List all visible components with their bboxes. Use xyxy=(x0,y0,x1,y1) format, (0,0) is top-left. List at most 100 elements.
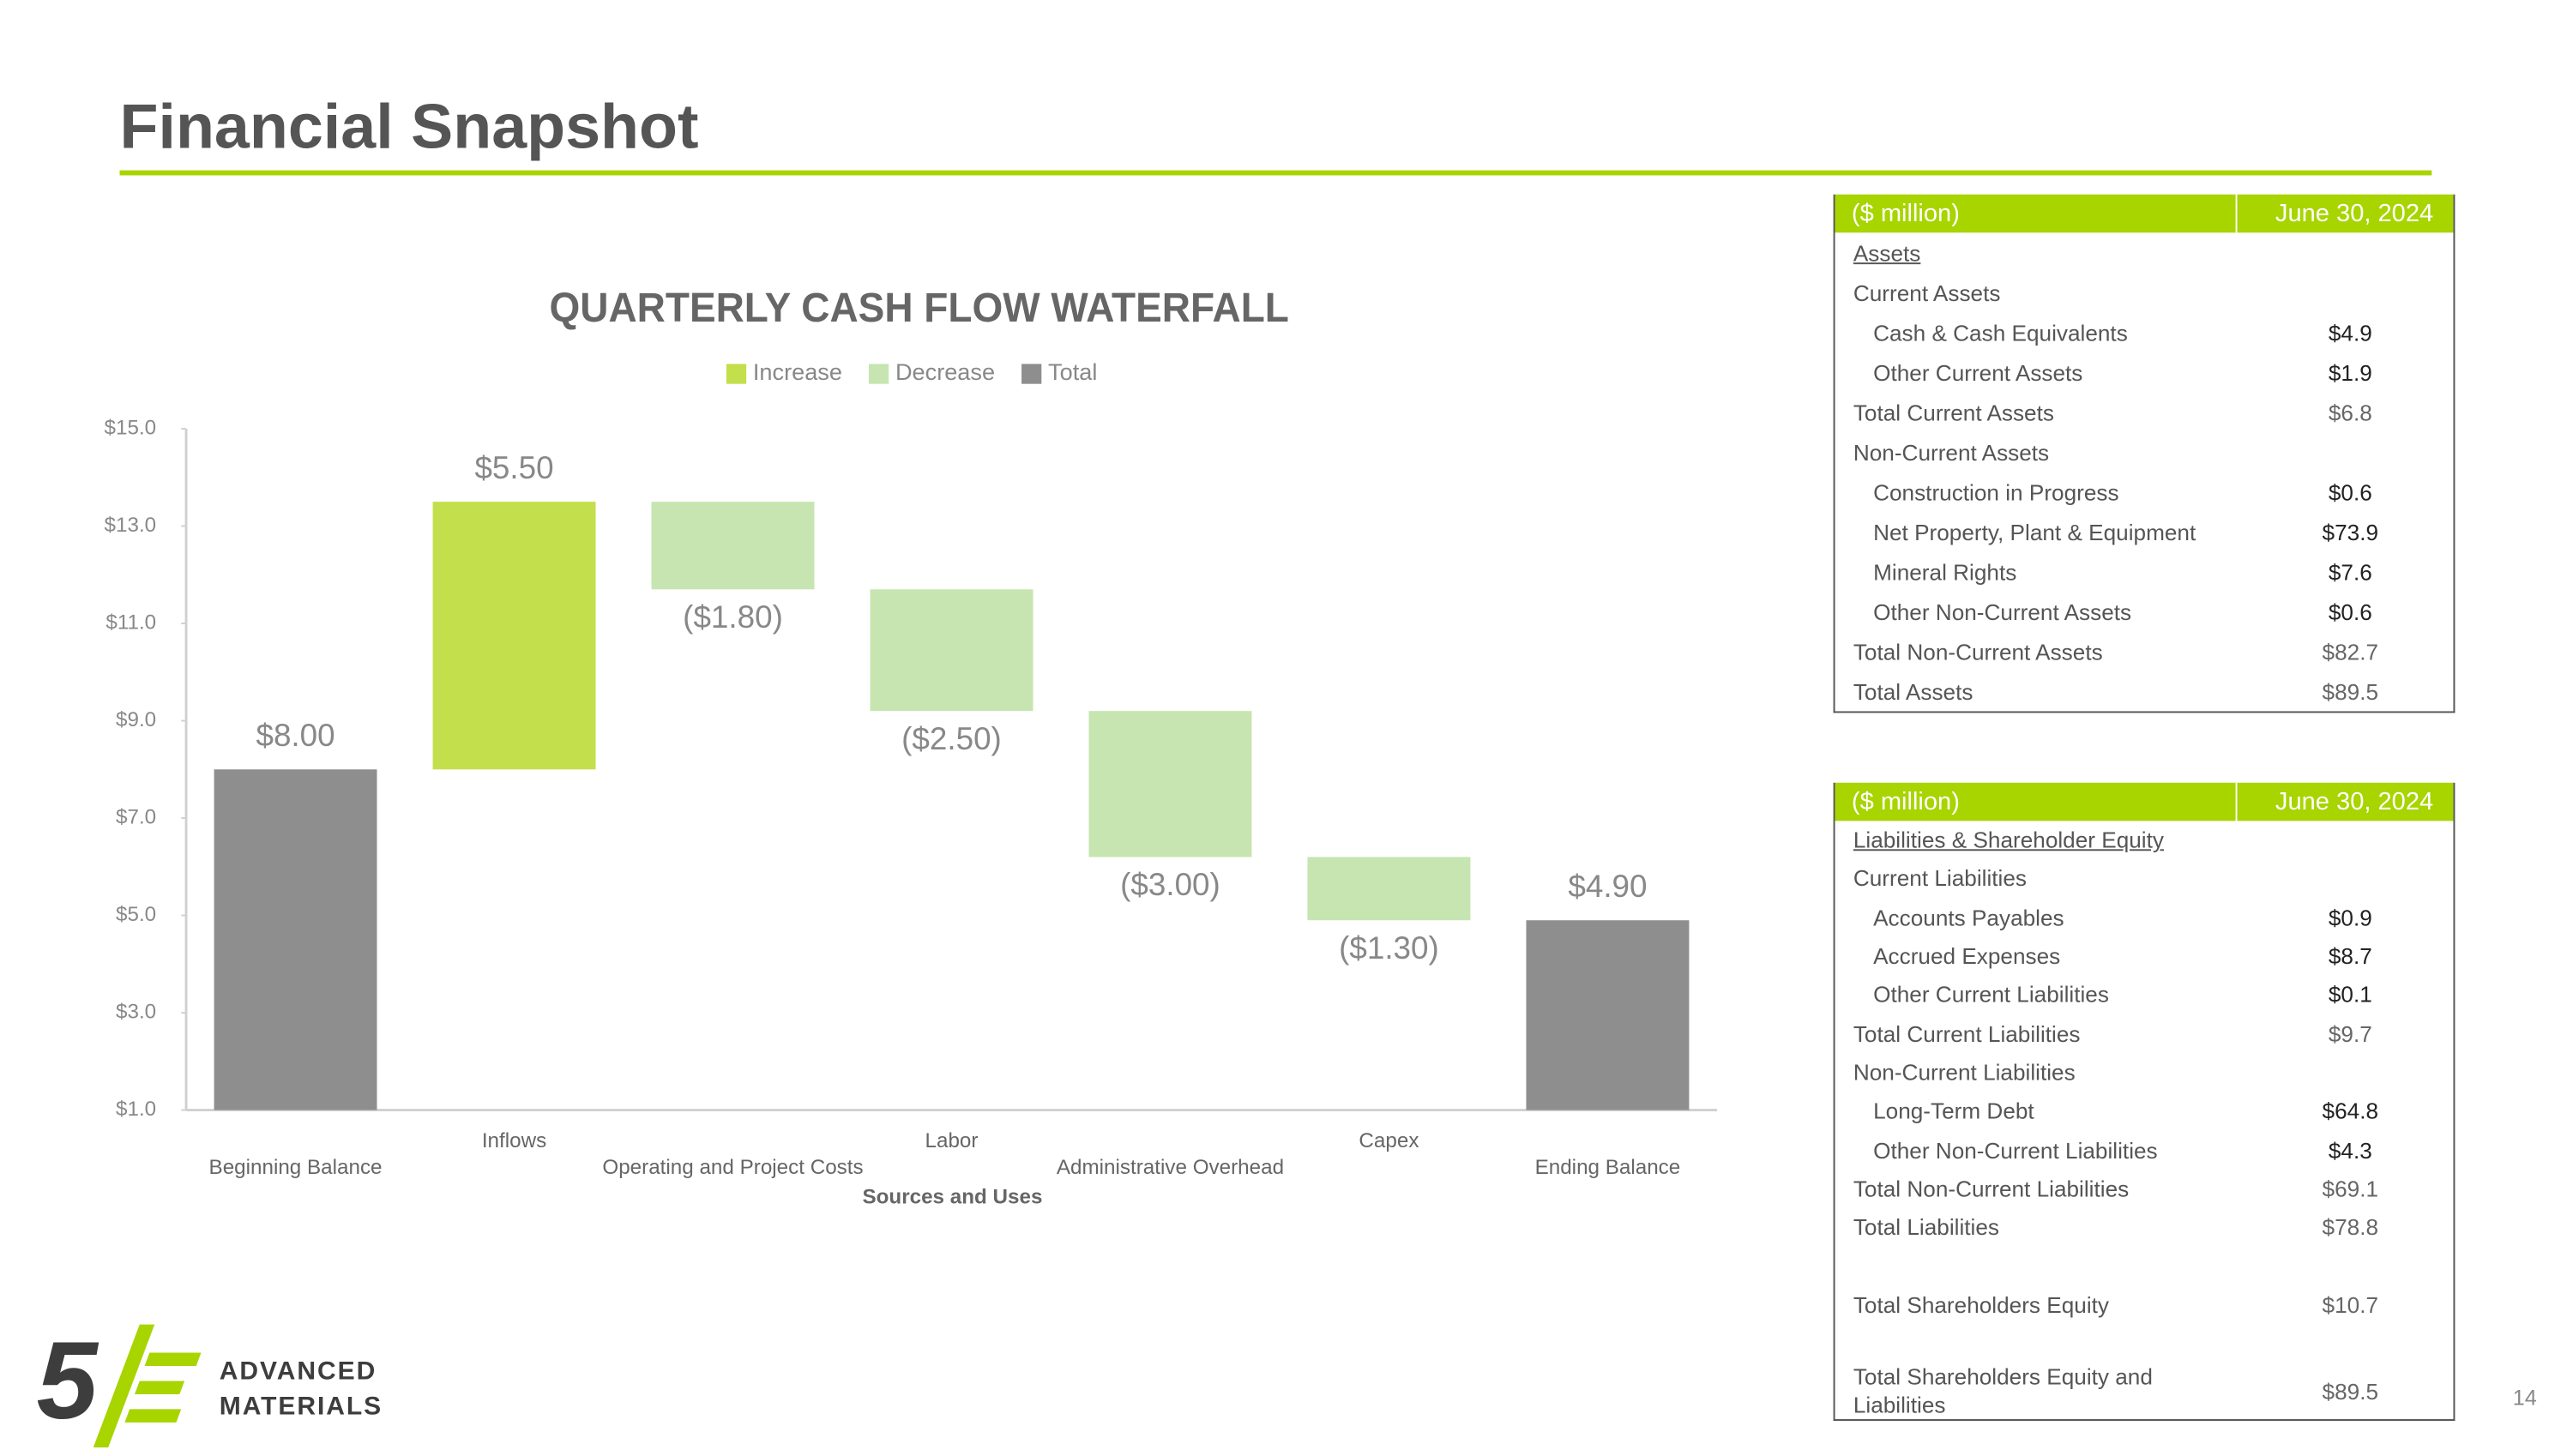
row-value: $0.1 xyxy=(2328,982,2372,1008)
row-label-cell: Total Shareholders Equity and Liabilitie… xyxy=(1835,1363,2238,1419)
row-label: Total Shareholders Equity and Liabilitie… xyxy=(1853,1364,2153,1418)
row-label-cell: Liabilities & Shareholder Equity xyxy=(1835,826,2238,854)
table-row: Total Current Liabilities $9.7 xyxy=(1835,1014,2454,1053)
row-label: Total Liabilities xyxy=(1853,1214,1999,1240)
row-value: $89.5 xyxy=(2322,1378,2379,1404)
row-label: Total Assets xyxy=(1853,678,1973,704)
data-label: $5.50 xyxy=(474,450,553,485)
header-cell: June 30, 2024 xyxy=(2275,787,2434,816)
table-row: Cash & Cash Equivalents $4.9 xyxy=(1835,312,2454,352)
data-label: $4.90 xyxy=(1568,869,1647,904)
header-cell: ($ million) xyxy=(1835,782,2238,821)
legend-label: Increase xyxy=(753,358,842,385)
row-value: $0.9 xyxy=(2328,905,2372,930)
table-row: Other Non-Current Assets $0.6 xyxy=(1835,592,2454,632)
bar xyxy=(651,502,815,590)
bar xyxy=(870,589,1033,712)
slide-title: Financial Snapshot xyxy=(120,91,699,162)
data-label: ($2.50) xyxy=(901,721,1002,756)
table-row: Total Non-Current Assets $82.7 xyxy=(1835,631,2454,671)
liabilities-table: ($ million) June 30, 2024 Liabilities & Sh… xyxy=(1833,782,2455,1422)
row-label: Accounts Payables xyxy=(1873,905,2064,930)
x-tick-label: Operating and Project Costs xyxy=(602,1156,863,1179)
row-label-cell: Total Current Liabilities xyxy=(1835,1020,2238,1048)
page-number: 14 xyxy=(2513,1386,2537,1410)
table-row: Non-Current Assets xyxy=(1835,432,2454,472)
row-label-cell: Total Current Assets xyxy=(1835,398,2238,426)
x-tick-label: Ending Balance xyxy=(1535,1156,1681,1179)
row-label: Other Non-Current Liabilities xyxy=(1873,1137,2158,1163)
row-value: $4.3 xyxy=(2328,1137,2372,1163)
row-label: Liabilities & Shareholder Equity xyxy=(1853,827,2164,853)
row-label-cell: Non-Current Liabilities xyxy=(1835,1058,2238,1086)
row-label-cell: Total Liabilities xyxy=(1835,1213,2238,1242)
header-cell: ($ million) xyxy=(1835,194,2238,233)
row-value: $10.7 xyxy=(2322,1292,2379,1318)
row-label: Total Non-Current Assets xyxy=(1853,639,2103,665)
row-label-cell: Mineral Rights xyxy=(1835,557,2238,586)
row-value: $78.8 xyxy=(2322,1214,2379,1240)
bar xyxy=(432,502,596,770)
row-label: Accrued Expenses xyxy=(1873,943,2061,969)
table-row: Total Assets $89.5 xyxy=(1835,671,2454,712)
row-label-cell: Total Shareholders Equity xyxy=(1835,1291,2238,1319)
bar xyxy=(214,769,377,1110)
row-label: Mineral Rights xyxy=(1873,559,2017,585)
logo-text: MATERIALS xyxy=(220,1392,383,1420)
table-row: Construction in Progress $0.6 xyxy=(1835,472,2454,512)
row-value: $69.1 xyxy=(2322,1176,2379,1201)
table-row: Long-Term Debt $64.8 xyxy=(1835,1092,2454,1130)
row-label: Total Current Assets xyxy=(1853,400,2054,425)
row-label: Current Assets xyxy=(1853,280,2001,305)
logo-bar xyxy=(124,1409,182,1423)
row-label-cell: Accounts Payables xyxy=(1835,904,2238,932)
row-value: $64.8 xyxy=(2322,1098,2379,1124)
table-row: Total Current Assets $6.8 xyxy=(1835,392,2454,432)
data-label: $8.00 xyxy=(256,718,334,753)
row-label-cell: Construction in Progress xyxy=(1835,478,2238,506)
table-row: Current Assets xyxy=(1835,273,2454,313)
table-row: Current Liabilities xyxy=(1835,860,2454,899)
logo-numeral: 5 xyxy=(37,1320,99,1442)
row-value: $89.5 xyxy=(2322,678,2379,704)
row-label-cell: Other Current Assets xyxy=(1835,358,2238,387)
row-value: $7.6 xyxy=(2328,559,2372,585)
row-label: Non-Current Liabilities xyxy=(1853,1060,2076,1086)
table-row: Other Current Liabilities $0.1 xyxy=(1835,976,2454,1014)
row-label-cell: Other Current Liabilities xyxy=(1835,981,2238,1009)
x-tick-label: Beginning Balance xyxy=(209,1156,383,1179)
y-tick-label: $11.0 xyxy=(105,611,156,634)
row-label-cell: Current Liabilities xyxy=(1835,865,2238,893)
row-label-cell: Other Non-Current Assets xyxy=(1835,598,2238,626)
x-tick-label: Labor xyxy=(925,1129,979,1152)
table-row: Total Shareholders Equity $10.7 xyxy=(1835,1285,2454,1324)
row-label-cell: Long-Term Debt xyxy=(1835,1097,2238,1125)
logo: 5 ADVANCED MATERIALS xyxy=(37,1320,383,1453)
assets-table: ($ million) June 30, 2024 Assets Current As… xyxy=(1833,194,2455,713)
bar xyxy=(1307,857,1471,921)
row-label-cell: Total Non-Current Liabilities xyxy=(1835,1175,2238,1203)
row-label: Current Liabilities xyxy=(1853,866,2027,892)
y-tick-label: $1.0 xyxy=(116,1098,156,1121)
row-label-cell: Current Assets xyxy=(1835,279,2238,307)
row-label-cell: Assets xyxy=(1835,238,2238,267)
row-value: $73.9 xyxy=(2322,519,2379,544)
row-label: Total Current Liabilities xyxy=(1853,1021,2081,1047)
table-row: Other Non-Current Liabilities $4.3 xyxy=(1835,1131,2454,1170)
logo-bar xyxy=(144,1352,202,1367)
table-row: Assets xyxy=(1835,232,2454,273)
x-axis-title: Sources and Uses xyxy=(862,1186,1042,1209)
row-label: Cash & Cash Equivalents xyxy=(1873,320,2128,346)
y-tick-label: $15.0 xyxy=(105,416,157,439)
legend-swatch xyxy=(726,364,747,384)
x-tick-label: Capex xyxy=(1359,1129,1419,1152)
table-header: ($ million) June 30, 2024 xyxy=(1835,194,2454,233)
row-label-cell: Net Property, Plant & Equipment xyxy=(1835,518,2238,546)
row-label: Other Non-Current Assets xyxy=(1873,599,2132,624)
x-tick-label: Inflows xyxy=(482,1129,546,1152)
y-tick-label: $13.0 xyxy=(105,514,157,537)
row-label: Total Non-Current Liabilities xyxy=(1853,1176,2130,1201)
row-label: Other Current Liabilities xyxy=(1873,982,2109,1008)
table-row: Total Liabilities $78.8 xyxy=(1835,1208,2454,1247)
